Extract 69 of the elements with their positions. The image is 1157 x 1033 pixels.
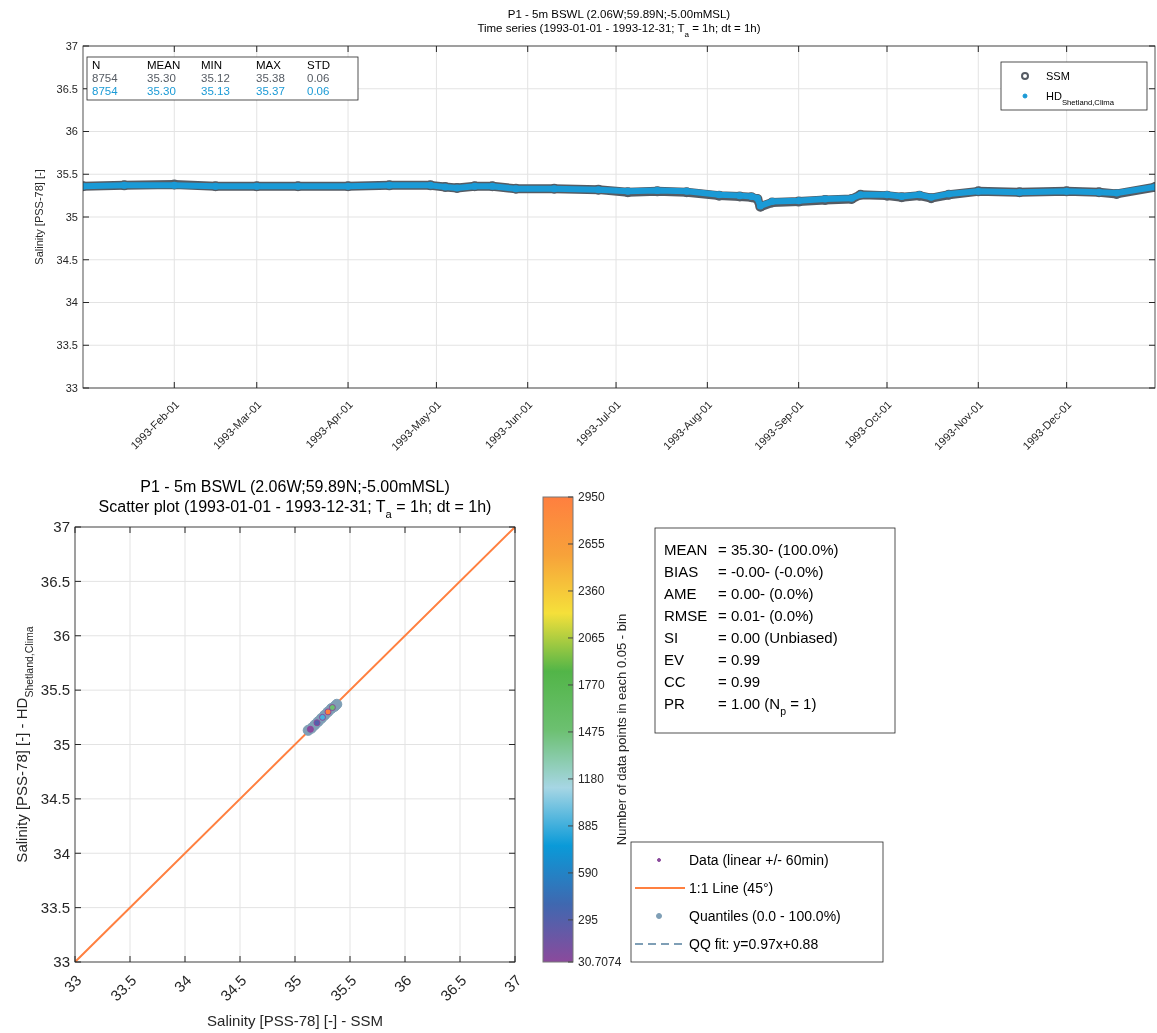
color-bar-label: 2950: [578, 490, 606, 505]
y-tick-label: 37: [65, 39, 78, 52]
text: AME = 0.00- (0.0%): [664, 585, 814, 602]
text: PR = 1.00 (N$_{p}$ = 1): [664, 695, 817, 717]
color-bar-label: 1475: [578, 725, 606, 740]
color-bar-label: 885: [578, 819, 599, 834]
y-tick-label: 37: [53, 518, 70, 536]
y-tick-label: 34: [65, 296, 78, 309]
y-axis-title: Salinity [PSS-78] [-]: [33, 169, 45, 265]
x-tick-label: 36: [390, 971, 415, 996]
y-tick-label: 35: [53, 735, 70, 753]
annotation: 0.06: [307, 85, 330, 97]
color-bar-label: 30.7074: [578, 955, 622, 970]
annotation: 35.13: [201, 85, 230, 97]
legend-label: SSM: [1046, 69, 1070, 82]
legend-label: 1:1 Line (45°): [689, 879, 774, 896]
annotation: MAX: [256, 59, 282, 71]
annotation: MEAN: [147, 59, 181, 71]
color-bar-title: Number of data points in each 0.05 - bin: [614, 613, 629, 846]
text: BIAS = -0.00- (-0.0%): [664, 563, 824, 580]
x-axis-title: Salinity [PSS-78] [-] - SSM: [207, 1012, 383, 1029]
annotation: 8754: [92, 72, 119, 84]
annotation: 35.12: [201, 72, 230, 84]
color-bar-label: 2360: [578, 584, 606, 599]
text: RMSE = 0.01- (0.0%): [664, 607, 814, 624]
y-tick-label: 35.5: [56, 168, 78, 181]
x-tick-label: 35: [280, 971, 305, 996]
y-tick-label: 33: [53, 953, 70, 971]
chart-title: P1 - 5m BSWL (2.06W;59.89N;-5.00mMSL): [140, 478, 450, 495]
color-bar-label: 2655: [578, 537, 606, 552]
text: MEAN = 35.30- (100.0%): [664, 541, 839, 558]
annotation: STD: [307, 59, 330, 71]
legend-label: Quantiles (0.0 - 100.0%): [689, 907, 841, 924]
y-tick-label: 34: [53, 844, 70, 862]
annotation: 0.06: [307, 72, 330, 84]
annotation: N: [92, 59, 101, 71]
y-tick-label: 36: [53, 627, 70, 644]
legend-label: Data (linear +/- 60min): [689, 851, 829, 868]
y-tick-label: 36: [65, 125, 78, 138]
color-bar-label: 590: [578, 866, 599, 881]
text: CC = 0.99: [664, 673, 761, 690]
y-tick-label: 33: [65, 381, 78, 394]
legend-label: HD$_{Shetland,Clima}$: [1046, 89, 1115, 107]
y-tick-label: 36.5: [56, 82, 78, 95]
color-bar-label: 1770: [578, 678, 606, 693]
x-tick-label: 37: [500, 971, 525, 996]
text: SI = 0.00 (Unbiased): [664, 629, 838, 646]
annotation: 35.37: [256, 85, 285, 97]
color-bar-label: 2065: [578, 631, 606, 646]
text: EV = 0.99: [664, 651, 761, 668]
y-tick-label: 35: [65, 210, 78, 223]
y-tick-label: 34.5: [40, 790, 70, 808]
chart-title: P1 - 5m BSWL (2.06W;59.89N;-5.00mMSL): [507, 8, 731, 20]
chart-subtitle: Time series (1993-01-01 - 1993-12-31; T$_{a}$ = 1h; dt = 1h): [477, 22, 761, 39]
color-bar-label: 1180: [578, 772, 605, 787]
y-tick-label: 33.5: [56, 339, 78, 352]
y-tick-label: 35.5: [40, 681, 70, 699]
chart-subtitle: Scatter plot (1993-01-01 - 1993-12-31; T$_{a}$ = 1h; dt = 1h): [98, 498, 492, 520]
y-tick-label: 33.5: [40, 898, 70, 916]
color-bar-label: 295: [578, 913, 599, 928]
y-tick-label: 36.5: [40, 572, 70, 590]
annotation: 35.38: [256, 72, 285, 84]
annotation: 35.30: [147, 72, 176, 84]
x-tick-label: 34: [170, 971, 195, 996]
annotation: 35.30: [147, 85, 176, 97]
y-tick-label: 34.5: [56, 253, 78, 266]
legend-label: QQ fit: y=0.97x+0.88: [689, 935, 819, 952]
annotation: MIN: [201, 59, 223, 71]
annotation: 8754: [92, 85, 119, 97]
